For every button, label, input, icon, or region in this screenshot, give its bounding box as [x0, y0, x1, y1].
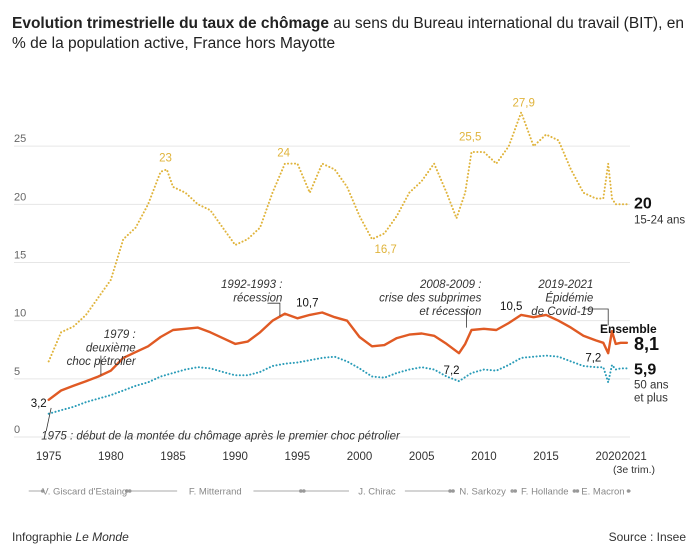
annotation-2: 2008-2009 : crise des subprimes et récessi… — [379, 279, 482, 318]
annotation-0-line-2: choc pétrolier — [67, 356, 137, 368]
annotation-1-line-1: récession — [233, 293, 282, 305]
annotation-0: 1979 : deuxième choc pétrolier — [67, 329, 137, 368]
value-label-7: 7,2 — [444, 365, 460, 377]
annotation-2-line-0: 2008-2009 : — [419, 279, 481, 291]
value-label-5: 3,2 — [31, 398, 47, 410]
annotation-0-line-1: deuxième — [86, 343, 136, 355]
x-tick-label-1990: 1990 — [222, 451, 248, 463]
series-line-senior — [47, 354, 628, 415]
series-layer — [47, 111, 629, 415]
value-label-4: 27,9 — [512, 98, 534, 110]
y-tick-label-5: 5 — [14, 366, 20, 378]
source: Source : Insee — [608, 530, 686, 544]
y-tick-label-15: 15 — [14, 250, 26, 262]
series-line-youth — [47, 111, 628, 363]
value-label-0: 23 — [159, 152, 172, 164]
axis-layer: 0 5 10 15 20 25 1975 1980 1985 1990 1995 2000 2005 20… — [14, 133, 655, 476]
president-start-dot-4 — [513, 489, 518, 493]
end-value-senior: 5,9 — [634, 361, 656, 378]
x-tick-label-1995: 1995 — [285, 451, 311, 463]
end-label-senior-1: 50 ans — [634, 379, 669, 391]
x-tick-label-2015: 2015 — [533, 451, 559, 463]
president-start-dot-1 — [127, 489, 132, 493]
president-start-dot-3 — [451, 489, 455, 493]
y-tick-label-20: 20 — [14, 191, 26, 203]
president-name-0: V. Giscard d'Estaing — [42, 487, 127, 498]
end-value-youth: 20 — [634, 195, 652, 212]
x-tick-label-2020: 2020 — [595, 451, 621, 463]
president-name-4: F. Hollande — [521, 487, 569, 498]
y-tick-label-10: 10 — [14, 308, 26, 320]
end-value-all: 8,1 — [634, 334, 659, 354]
president-name-1: F. Mitterrand — [189, 487, 242, 498]
value-label-2: 16,7 — [374, 244, 396, 256]
value-label-9: 7,2 — [585, 352, 601, 364]
value-label-8: 10,5 — [500, 301, 522, 313]
y-tick-label-25: 25 — [14, 133, 26, 145]
x-tick-label-2021: 2021 — [621, 451, 647, 463]
value-label-1: 24 — [277, 148, 290, 160]
value-label-6: 10,7 — [296, 298, 318, 310]
annotation-1-line-0: 1992-1993 : — [221, 279, 282, 291]
credit-publication: Le Monde — [75, 530, 129, 544]
president-name-5: E. Macron — [581, 487, 624, 498]
president-end-dot-5 — [626, 489, 631, 493]
annotation-3-line-0: 2019-2021 — [537, 279, 593, 291]
y-tick-label-0: 0 — [14, 424, 20, 436]
x-tick-label-2005: 2005 — [409, 451, 435, 463]
president-end-dot-2 — [448, 489, 452, 493]
grid-layer — [14, 145, 630, 438]
x-tick-note: (3e trim.) — [613, 464, 655, 476]
president-end-dot-1 — [299, 489, 303, 493]
annotation-2-line-2: et récession — [419, 306, 481, 318]
annotation-leader-3 — [583, 308, 609, 326]
president-name-3: N. Sarkozy — [459, 487, 506, 498]
chart-title-bold: Evolution trimestrielle du taux de chôma… — [12, 15, 329, 32]
annotation-4-line-0: 1975 : début de la montée du chômage apr… — [41, 430, 401, 442]
annotation-leader-1975 — [45, 407, 52, 432]
series-line-all — [47, 311, 629, 401]
end-label-senior-2: et plus — [634, 392, 668, 404]
annotation-3-line-1: Épidémie — [545, 292, 593, 305]
chart-title: Evolution trimestrielle du taux de chôma… — [12, 14, 692, 54]
presidents-timeline: V. Giscard d'Estaing F. Mitterrand J. Chir… — [28, 487, 631, 498]
annotation-1: 1992-1993 : récession — [221, 279, 282, 305]
annotation-0-line-0: 1979 : — [104, 329, 136, 341]
president-start-dot-0 — [40, 489, 45, 493]
president-start-dot-5 — [575, 489, 580, 493]
president-name-2: J. Chirac — [358, 487, 396, 498]
x-tick-label-2010: 2010 — [471, 451, 497, 463]
x-tick-label-1980: 1980 — [98, 451, 124, 463]
annotation-3-line-2: de Covid-19 — [531, 306, 594, 318]
x-tick-label-1975: 1975 — [36, 451, 62, 463]
end-label-youth: 15-24 ans — [634, 214, 685, 226]
annotation-leader-1 — [267, 302, 281, 316]
credit: Infographie Le Monde — [12, 530, 129, 544]
chart-title-rest: au sens du Bureau international du trava… — [12, 15, 684, 52]
annotation-4: 1975 : début de la montée du chômage apr… — [41, 430, 401, 442]
x-tick-label-2000: 2000 — [347, 451, 373, 463]
credit-prefix: Infographie — [12, 530, 76, 544]
end-label-all: Ensemble — [600, 322, 657, 336]
x-tick-label-1985: 1985 — [160, 451, 186, 463]
annotation-3: 2019-2021 Épidémie de Covid-19 — [531, 279, 594, 318]
annotation-2-line-1: crise des subprimes — [379, 293, 482, 305]
president-end-dot-4 — [572, 489, 577, 493]
president-start-dot-2 — [302, 489, 306, 493]
value-label-3: 25,5 — [459, 131, 481, 143]
president-end-dot-0 — [124, 489, 129, 493]
